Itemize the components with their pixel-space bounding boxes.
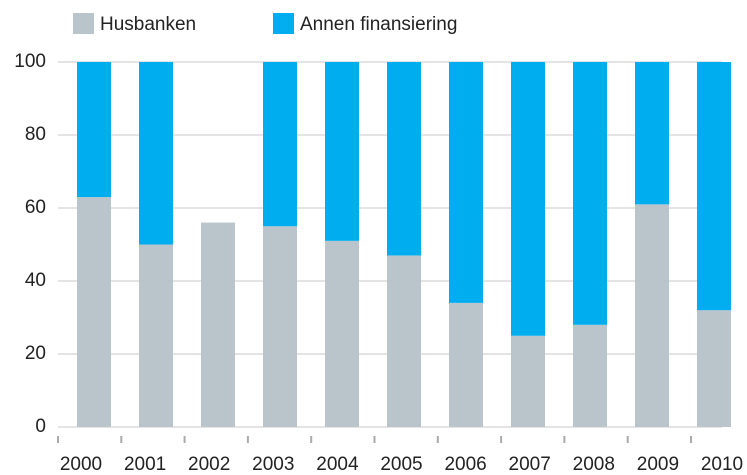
legend-label: Annen finansiering [300,14,457,35]
legend-swatch [273,13,294,34]
bar-segment [201,222,235,427]
bar-segment [387,62,421,256]
x-tick-label: 2008 [573,454,615,475]
bar-segment [263,226,297,427]
bar-segment [139,244,173,427]
x-tick-label: 2009 [637,454,679,475]
x-tick-label: 2001 [124,454,166,475]
bar-segment [511,335,545,427]
bar-segment [573,62,607,325]
x-tick-label: 2002 [188,454,230,475]
x-tick-label: 2004 [316,454,359,475]
bar-segment [635,62,669,205]
bar-segment [511,62,545,336]
x-tick-label: 2007 [509,454,551,475]
bar-segment [697,62,731,311]
y-tick-label: 100 [14,51,46,72]
bar-segment [263,62,297,227]
y-tick-label: 40 [25,270,46,291]
x-tick-label: 2010 [701,454,743,475]
y-tick-label: 0 [35,416,46,437]
bar-segment [387,255,421,427]
bar-segment [635,204,669,427]
y-tick-label: 80 [25,124,46,145]
x-tick-label: 2006 [444,454,486,475]
bar-segment [449,302,483,427]
bar-segment [449,62,483,303]
bar-segment [573,324,607,427]
bar-segment [697,310,731,427]
x-tick-label: 2005 [380,454,422,475]
legend-swatch [73,13,94,34]
x-tick-label: 2003 [252,454,294,475]
y-tick-label: 20 [25,343,46,364]
y-tick-label: 60 [25,197,46,218]
bar-segment [325,240,359,427]
x-tick-label: 2000 [60,454,102,475]
bar-segment [325,62,359,241]
bar-segment [77,62,111,198]
bar-segment [139,62,173,245]
legend-label: Husbanken [100,14,196,35]
bar-segment [77,197,111,427]
